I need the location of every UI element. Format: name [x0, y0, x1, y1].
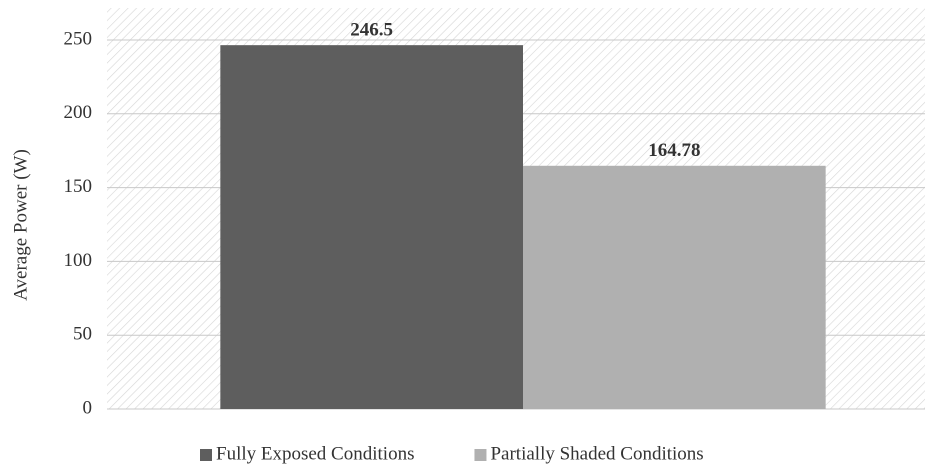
- legend-label: Fully Exposed Conditions: [216, 443, 414, 464]
- bar: [523, 165, 826, 409]
- value-label: 246.5: [350, 20, 393, 41]
- y-tick-label: 200: [64, 102, 93, 123]
- y-tick-label: 100: [64, 250, 93, 271]
- legend-label: Partially Shaded Conditions: [490, 443, 703, 464]
- bar: [220, 45, 523, 409]
- y-tick-label: 0: [83, 397, 93, 418]
- y-tick-label: 150: [64, 176, 93, 197]
- legend-swatch: [200, 449, 212, 461]
- y-tick-label: 50: [73, 324, 92, 345]
- legend-swatch: [474, 449, 487, 461]
- y-tick-label: 250: [64, 28, 93, 49]
- value-label: 164.78: [648, 140, 700, 161]
- y-axis-label: Average Power (W): [10, 149, 31, 301]
